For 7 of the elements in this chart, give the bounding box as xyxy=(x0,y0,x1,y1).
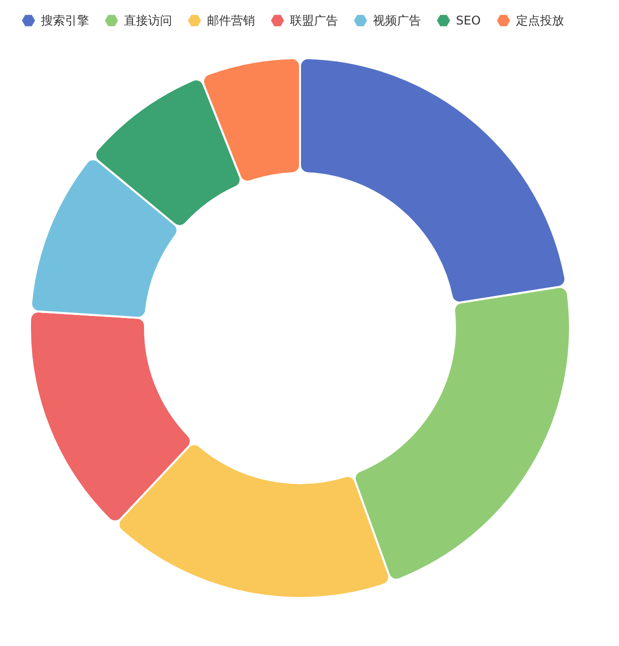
legend-label: SEO xyxy=(456,14,481,28)
legend-label: 视频广告 xyxy=(373,14,421,28)
legend-label: 邮件营销 xyxy=(207,14,255,28)
legend-label: 联盟广告 xyxy=(290,14,338,28)
legend-label: 定点投放 xyxy=(516,14,564,28)
legend-label: 直接访问 xyxy=(124,14,172,28)
legend-label: 搜索引擎 xyxy=(41,14,89,28)
